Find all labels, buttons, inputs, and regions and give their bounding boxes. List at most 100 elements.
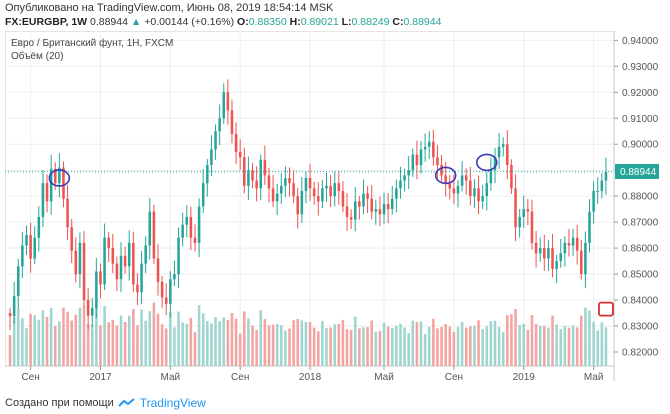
candle-body [210,149,213,165]
volume-bar [444,324,447,366]
candle-body [62,167,65,199]
volume-bar [555,324,558,366]
volume-bar [460,322,464,366]
y-tick-label: 0.83000 [622,322,659,333]
candle-body [403,175,406,181]
candle-body [255,180,258,189]
volume-bar [547,327,550,366]
volume-bar [317,331,320,366]
open-value: 0.88350 [248,16,287,28]
candle-body [407,170,410,176]
candle-body [456,185,460,194]
candle-body [423,146,427,150]
candle-body [493,157,497,171]
candle-body [444,175,447,184]
volume-bar [238,333,242,366]
candle-body [284,177,287,186]
volume-bar [390,327,394,366]
candle-body [395,188,398,199]
candle-body [580,250,583,275]
volume-bar [321,320,324,366]
candle-body [181,224,184,238]
volume-bar [341,319,345,366]
symbol-label[interactable]: FX:EURGBP, 1W [5,16,88,28]
volume-bar [259,310,263,366]
candle-body [390,198,394,210]
volume-bar [214,317,217,366]
candle-body [489,170,493,184]
candle-body [501,144,505,147]
open-label: O: [237,16,249,28]
candle-body [497,146,501,158]
candle-body [37,216,41,238]
tradingview-brand[interactable]: TradingView [139,396,206,410]
volume-bar [493,320,497,366]
volume-bar [66,311,69,366]
volume-bar [12,317,16,366]
volume-bar [226,319,230,366]
candle-body [41,183,45,217]
candle-body [169,279,172,304]
volume-bar [399,323,402,366]
candle-body [111,248,115,264]
x-tick-label: 2018 [299,372,322,381]
candle-body [325,185,328,189]
volume-bar [86,324,90,366]
volume-bar [107,322,110,366]
candle-body [333,183,336,197]
candle-body [123,255,127,267]
volume-bar [403,327,406,366]
candle-body [201,183,205,207]
volume-bar [452,331,456,366]
volume-bar [181,322,184,366]
volume-bar [530,315,534,366]
volume-bar [469,326,472,366]
candle-body [164,297,168,304]
candle-body [152,211,156,259]
candle-body [563,242,567,254]
volume-bar [90,324,94,366]
candle-body [21,245,24,267]
candle-body [148,211,152,246]
volume-bars [8,302,608,366]
price-chart[interactable]: 0.940000.930000.920000.910000.900000.890… [5,31,665,381]
candle-body [349,216,353,220]
candle-body [341,190,345,207]
candle-body [345,206,349,217]
candle-body [193,237,197,243]
candle-body [58,167,61,184]
candle-body [399,180,402,189]
candle-body [259,159,263,189]
volume-bar [206,321,209,366]
y-tick-label: 0.82000 [622,347,659,358]
volume-bar [415,322,419,366]
volume-bar [329,327,332,366]
candle-body [448,183,452,189]
volume-bar [136,325,139,366]
candle-body [53,168,57,184]
volume-bar [386,326,390,366]
last-price-tag-label: 0.88944 [620,167,657,178]
footer: Создано при помощи TradingView [5,396,206,410]
volume-bar [559,329,563,366]
volume-bar [210,323,213,366]
y-tick-label: 0.94000 [622,36,659,47]
volume-bar [349,330,353,366]
volume-bar [506,315,509,366]
volume-bar [144,320,147,366]
volume-bar [280,325,283,366]
candle-body [600,180,604,191]
candle-body [206,165,209,184]
x-tick-label: Сен [21,372,39,381]
volume-bar [543,325,546,366]
volume-bar [99,325,102,366]
y-tick-label: 0.84000 [622,296,659,307]
candle-body [263,159,267,176]
volume-bar [567,327,571,366]
x-tick-label: Сен [231,372,249,381]
candle-body [74,250,78,275]
candle-body [510,165,513,189]
candle-body [534,242,538,254]
volume-bar [353,316,357,366]
volume-bar [571,325,575,366]
